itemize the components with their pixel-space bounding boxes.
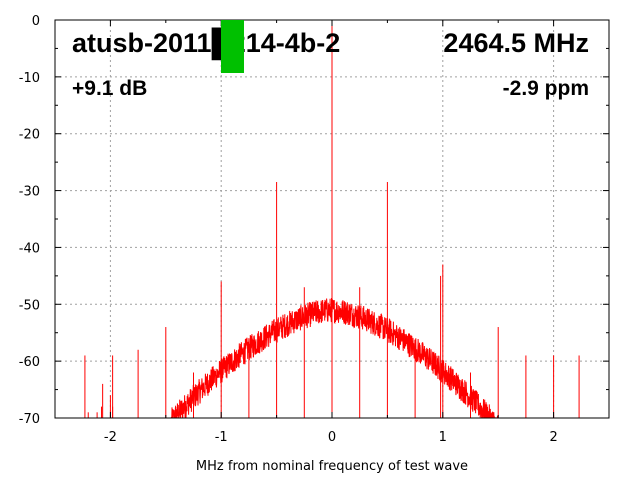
x-tick-label: 2: [549, 430, 557, 445]
x-tick-label: 1: [439, 430, 447, 445]
y-tick-label: -40: [19, 241, 40, 256]
redaction-block: [221, 20, 244, 73]
device-title: atusb-2011█214-4b-2: [72, 27, 340, 61]
y-tick-label: -50: [19, 298, 40, 313]
noise-floor-trace: [170, 297, 499, 419]
y-tick-label: -60: [19, 355, 40, 370]
spectrum-series: [84, 20, 610, 419]
gain-label: +9.1 dB: [72, 77, 147, 100]
ppm-label: -2.9 ppm: [503, 77, 589, 100]
axis-ticks: -2 -1 0 1 20-10-20-30-40-50-60-70: [19, 14, 610, 445]
y-tick-label: -20: [19, 128, 40, 143]
y-tick-label: 0: [32, 14, 40, 29]
y-tick-label: -70: [19, 412, 40, 427]
y-tick-label: -30: [19, 185, 40, 200]
frequency-label: 2464.5 MHz: [443, 28, 589, 58]
x-tick-label: -1: [215, 430, 228, 445]
x-axis-label: MHz from nominal frequency of test wave: [196, 459, 468, 474]
x-tick-label: -2: [104, 430, 117, 445]
x-tick-label: 0: [328, 430, 336, 445]
y-tick-label: -10: [19, 71, 40, 86]
